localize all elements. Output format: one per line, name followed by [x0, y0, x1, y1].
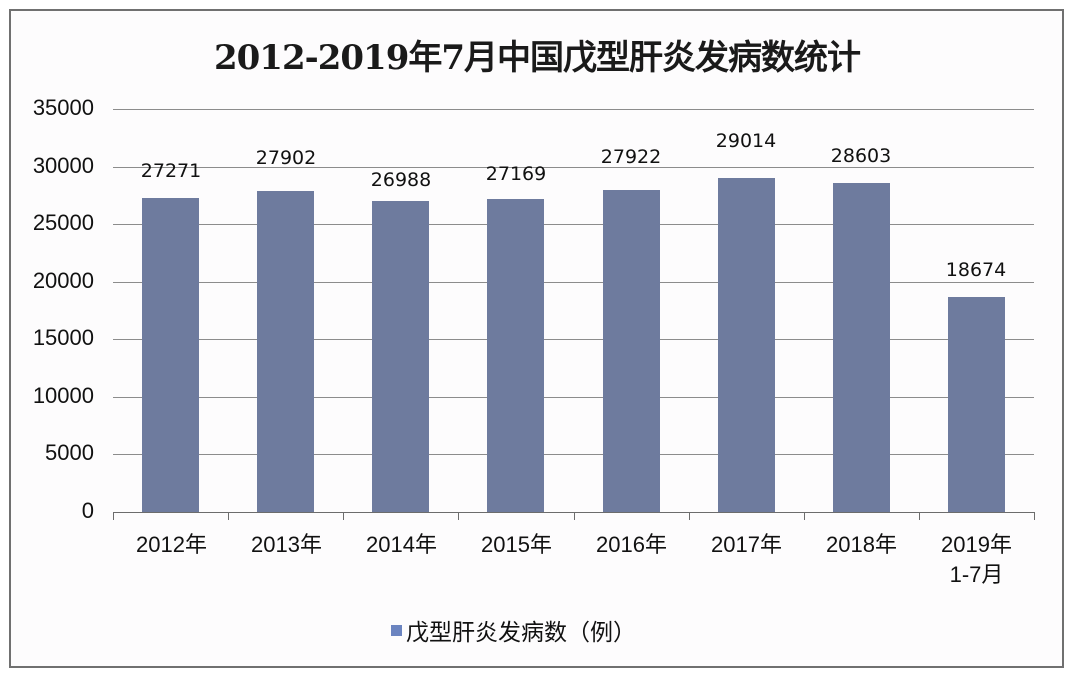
x-axis-tick: [804, 512, 805, 520]
x-tick-label: 2015年: [459, 530, 574, 560]
y-tick-label: 20000: [32, 267, 94, 293]
x-tick-label: 2012年: [114, 530, 229, 560]
x-axis-tick: [458, 512, 459, 520]
x-axis-tick: [113, 512, 114, 520]
gridline: [113, 282, 1034, 283]
x-tick-label-line2: 1-7月: [949, 562, 1004, 587]
x-axis-tick: [343, 512, 344, 520]
legend-swatch-icon: [391, 624, 402, 636]
data-label: 27169: [485, 163, 547, 185]
x-axis-tick: [228, 512, 229, 520]
bar[interactable]: [948, 297, 1005, 512]
x-tick-label: 2014年: [344, 530, 459, 560]
data-label: 27271: [140, 160, 202, 182]
y-tick-label: 25000: [32, 210, 94, 236]
x-axis-tick: [574, 512, 575, 520]
y-tick-label: 35000: [32, 95, 94, 120]
x-axis-tick: [1034, 512, 1035, 520]
bar[interactable]: [833, 183, 890, 512]
data-label: 26988: [370, 169, 432, 191]
gridline: [113, 109, 1034, 110]
bar[interactable]: [718, 178, 775, 512]
x-tick-label-line1: 2014年: [366, 532, 437, 557]
bar[interactable]: [257, 191, 314, 512]
x-axis-tick: [689, 512, 690, 520]
data-label: 18674: [945, 259, 1007, 281]
x-tick-label-line1: 2016年: [596, 532, 667, 557]
gridline: [113, 224, 1034, 225]
gridline: [113, 167, 1034, 168]
data-label: 28603: [830, 145, 892, 167]
x-tick-label: 2016年: [574, 530, 689, 560]
data-label: 29014: [715, 130, 777, 152]
y-tick-label: 15000: [32, 325, 94, 351]
x-tick-label: 2017年: [689, 530, 804, 560]
legend-label: 戊型肝炎发病数（例）: [406, 620, 636, 646]
gridline: [113, 454, 1034, 455]
x-axis-tick: [919, 512, 920, 520]
legend: 戊型肝炎发病数（例）: [391, 613, 636, 647]
gridline: [113, 397, 1034, 398]
x-tick-label: 2013年: [229, 530, 344, 560]
y-tick-label: 0: [81, 498, 94, 523]
x-tick-label-line1: 2019年: [941, 532, 1012, 557]
y-tick-label: 5000: [45, 440, 94, 466]
x-tick-label-line1: 2018年: [826, 532, 897, 557]
chart-title: 2012-2019年7月中国戊型肝炎发病数统计: [213, 38, 861, 78]
data-label: 27922: [600, 146, 662, 168]
y-tick-label: 30000: [32, 152, 94, 178]
x-tick-label-line1: 2013年: [251, 532, 322, 557]
x-tick-label-line1: 2015年: [481, 532, 552, 557]
x-tick-label-line1: 2017年: [711, 532, 782, 557]
x-tick-label: 2019年 1-7月: [919, 530, 1034, 590]
data-label: 27902: [255, 147, 317, 169]
x-tick-label: 2018年: [804, 530, 919, 560]
bar[interactable]: [487, 199, 544, 512]
x-tick-label-line1: 2012年: [136, 532, 207, 557]
bar[interactable]: [603, 190, 660, 512]
gridline: [113, 339, 1034, 340]
y-tick-label: 10000: [32, 382, 94, 408]
bar[interactable]: [142, 198, 199, 512]
bar[interactable]: [372, 201, 429, 512]
